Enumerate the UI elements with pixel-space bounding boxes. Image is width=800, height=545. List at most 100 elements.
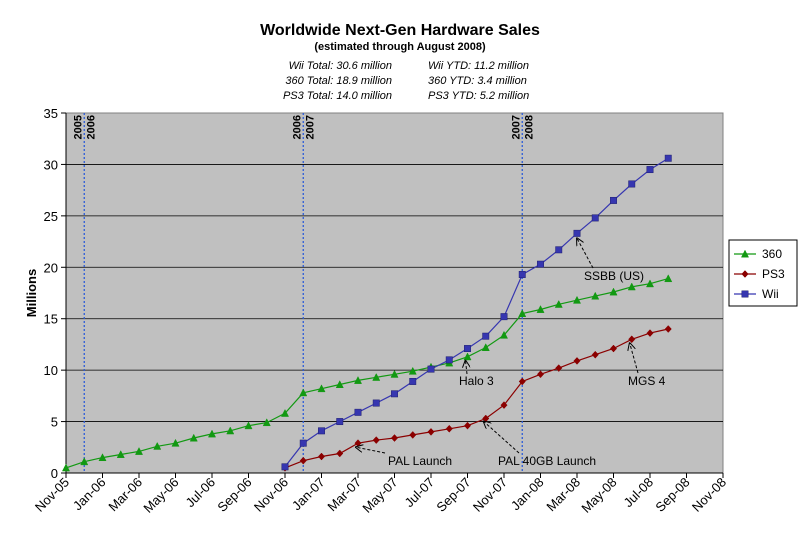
y-tick-label: 0 [51, 466, 58, 481]
y-axis-label: Millions [24, 269, 39, 317]
data-point-wii [537, 260, 544, 268]
summary-ytd: PS3 YTD: 5.2 million [428, 90, 529, 102]
data-point-ps3 [390, 434, 399, 442]
series-line-wii [284, 157, 669, 468]
legend-label-ps3: PS3 [762, 267, 785, 281]
x-tick-label: Jul-08 [620, 475, 656, 511]
series-line-360 [65, 278, 669, 469]
data-point-wii [518, 271, 526, 278]
legend-label-360: 360 [762, 247, 782, 261]
data-point-ps3 [427, 427, 435, 436]
data-point-ps3 [536, 370, 545, 379]
x-tick-label: Sep-07 [433, 475, 473, 515]
data-point-wii [299, 439, 307, 447]
data-point-360 [554, 299, 563, 308]
data-point-360 [189, 433, 198, 442]
data-point-wii [573, 229, 581, 237]
data-point-ps3 [409, 431, 417, 439]
data-point-360 [244, 421, 253, 430]
data-point-wii [646, 166, 654, 174]
x-tick-label: Jul-07 [401, 475, 437, 511]
data-point-ps3 [317, 452, 326, 461]
legend-box [728, 239, 798, 307]
summary-total: PS3 Total: 14.0 million [283, 90, 392, 102]
annotation-label: PAL Launch [388, 454, 452, 468]
summary-ytd: 360 YTD: 3.4 million [428, 75, 527, 87]
annotation-label: MGS 4 [628, 374, 666, 388]
data-point-360 [627, 282, 636, 291]
data-point-360 [317, 384, 326, 393]
data-point-360 [518, 309, 527, 318]
data-point-wii [482, 332, 490, 340]
data-point-360 [153, 441, 162, 450]
legend-label-wii: Wii [762, 287, 779, 301]
annotation-label: SSBB (US) [584, 269, 644, 283]
data-point-360 [664, 274, 673, 283]
data-point-ps3 [500, 401, 508, 409]
annotation-label: Halo 3 [459, 374, 494, 388]
data-point-360 [61, 463, 71, 472]
data-point-360 [171, 438, 180, 447]
data-point-wii [628, 180, 636, 188]
annotation-arrow [577, 238, 594, 269]
data-point-wii [409, 378, 417, 385]
x-tick-label: May-07 [359, 475, 400, 516]
data-point-360 [335, 380, 344, 388]
data-point-360 [645, 279, 655, 288]
data-point-wii [500, 313, 508, 321]
y-tick-label: 20 [44, 260, 58, 275]
plot-background [65, 112, 724, 474]
data-point-ps3 [299, 456, 307, 465]
data-point-ps3 [609, 344, 618, 353]
data-point-ps3 [646, 329, 654, 337]
data-point-360 [226, 426, 235, 435]
x-tick-label: Nov-07 [470, 475, 510, 515]
data-point-ps3 [591, 350, 599, 359]
data-point-ps3 [573, 357, 581, 365]
data-point-360 [499, 330, 509, 339]
y-tick-label: 25 [44, 209, 58, 224]
annotation-arrow [630, 343, 639, 374]
data-point-ps3 [445, 424, 453, 433]
summary-total: Wii Total: 30.6 million [289, 60, 392, 72]
y-tick-label: 30 [44, 157, 58, 172]
x-tick-label: Jan-07 [289, 475, 328, 514]
data-point-360 [207, 429, 217, 438]
data-point-wii [464, 345, 471, 352]
x-tick-label: Jul-06 [182, 475, 218, 511]
series-line-ps3 [284, 328, 669, 469]
data-point-wii [354, 408, 362, 416]
x-tick-label: Mar-07 [324, 475, 364, 515]
data-point-360 [390, 369, 399, 378]
y-tick-label: 35 [44, 106, 58, 121]
annotation-arrow [466, 361, 468, 375]
data-point-wii [555, 246, 563, 254]
sales-summary: Wii Total: 30.6 million Wii YTD: 11.2 mil… [283, 60, 529, 102]
data-point-ps3 [664, 325, 672, 333]
summary-total: 360 Total: 18.9 million [285, 75, 392, 87]
data-point-360 [536, 305, 545, 313]
legend-marker-wii [741, 290, 749, 298]
x-tick-label: Jan-08 [508, 475, 547, 514]
y-tick-label: 15 [44, 312, 58, 327]
data-point-wii [591, 214, 599, 222]
year-label-after: 2007 [304, 115, 316, 139]
summary-ytd: Wii YTD: 11.2 million [428, 60, 529, 72]
data-point-wii [336, 418, 344, 426]
data-point-360 [353, 376, 363, 384]
year-label-before: 2005 [72, 115, 84, 139]
plot-area: 05101520253035MillionsNov-05Jan-06Mar-06… [24, 106, 729, 516]
x-tick-label: Nov-08 [689, 475, 729, 515]
x-tick-label: Jan-06 [70, 475, 109, 514]
x-tick-label: May-08 [578, 475, 619, 516]
data-point-wii [372, 399, 380, 407]
annotation-arrow [484, 421, 520, 454]
data-point-360 [134, 447, 144, 455]
data-point-360 [299, 388, 308, 397]
x-tick-label: Mar-08 [543, 475, 583, 515]
legend-marker-ps3 [741, 270, 749, 278]
data-point-360 [262, 418, 271, 427]
data-point-ps3 [518, 377, 526, 386]
data-point-360 [80, 457, 89, 466]
